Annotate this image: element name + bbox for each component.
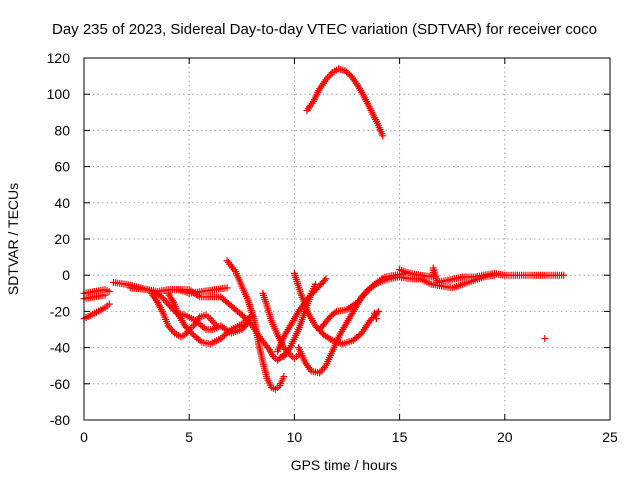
y-tick-label: -60 xyxy=(50,376,70,392)
y-tick-label: 20 xyxy=(54,231,70,247)
data-point xyxy=(167,326,175,333)
data-point xyxy=(209,318,217,326)
y-tick-label: 120 xyxy=(47,50,71,66)
series-s7 xyxy=(164,289,256,348)
data-point xyxy=(105,287,113,295)
series-s9 xyxy=(223,257,288,393)
x-tick-label: 0 xyxy=(80,429,88,445)
data-point xyxy=(375,307,383,315)
data-point xyxy=(541,335,549,343)
y-tick-label: -20 xyxy=(50,303,70,319)
data-point xyxy=(280,373,288,381)
data-point xyxy=(196,337,204,345)
data-point xyxy=(311,280,319,288)
series-s19 xyxy=(541,335,549,343)
y-tick-label: 60 xyxy=(54,159,70,175)
y-tick-label: 100 xyxy=(47,86,71,102)
x-axis-label: GPS time / hours xyxy=(291,457,398,473)
data-point xyxy=(379,132,387,140)
series-s3 xyxy=(80,291,109,303)
x-tick-label: 25 xyxy=(602,429,618,445)
x-tick-label: 5 xyxy=(185,429,193,445)
series-s8 xyxy=(175,284,231,297)
series-s15 xyxy=(303,65,387,140)
x-tick-label: 15 xyxy=(392,429,408,445)
data-point xyxy=(322,275,330,283)
y-tick-label: 40 xyxy=(54,195,70,211)
data-point xyxy=(188,329,196,337)
data-point xyxy=(319,365,327,373)
data-points xyxy=(80,65,568,393)
tick-labels: 0 5 10 15 20 25 -80 -60 -40 -20 0 20 40 60 80 100 120 xyxy=(47,50,618,445)
data-point xyxy=(325,72,333,80)
data-point xyxy=(208,316,216,324)
x-tick-label: 10 xyxy=(287,429,303,445)
data-point xyxy=(161,297,169,305)
grid xyxy=(83,57,611,421)
data-point xyxy=(321,276,329,284)
data-point xyxy=(105,300,113,308)
y-axis-label: SDTVAR / TECUs xyxy=(5,183,21,295)
series-s18 xyxy=(396,264,568,286)
y-tick-label: -80 xyxy=(50,412,70,428)
data-point xyxy=(213,322,221,330)
data-point xyxy=(560,271,568,279)
plot-frame xyxy=(83,57,611,421)
data-point xyxy=(331,309,339,317)
y-tick-label: 0 xyxy=(62,267,70,283)
series-s17 xyxy=(370,309,380,323)
data-point xyxy=(101,291,109,299)
series-s16 xyxy=(316,271,498,333)
y-tick-label: 80 xyxy=(54,122,70,138)
x-tick-label: 20 xyxy=(497,429,513,445)
data-point xyxy=(372,315,380,323)
data-point xyxy=(327,335,335,343)
data-point xyxy=(223,284,231,292)
data-point xyxy=(317,367,325,375)
y-tick-label: -40 xyxy=(50,340,70,356)
chart-title: Day 235 of 2023, Sidereal Day-to-day VTE… xyxy=(52,21,597,38)
